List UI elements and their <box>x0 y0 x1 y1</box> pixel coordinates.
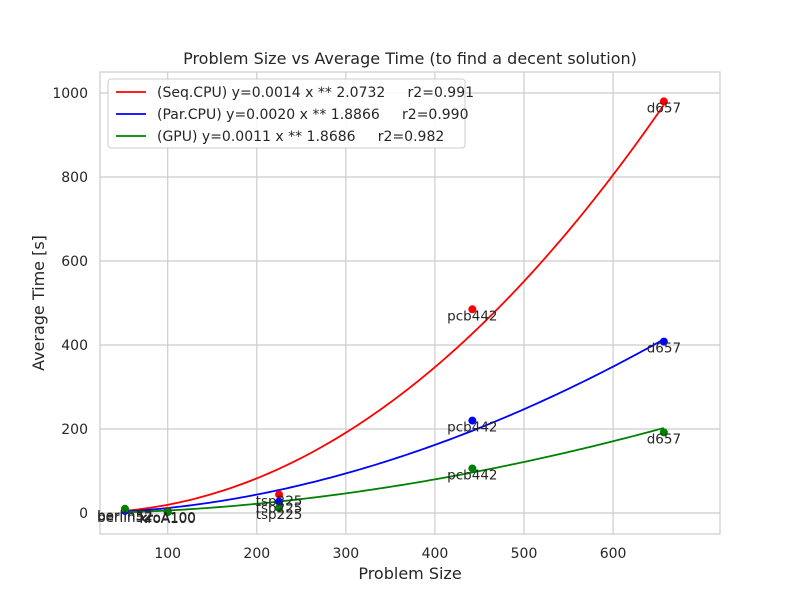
point-label: berlin52 <box>97 509 153 525</box>
point-labels: berlin52kroA100tsp225pcb442d657berlin52k… <box>97 100 681 527</box>
data-point <box>659 428 668 437</box>
x-axis-label: Problem Size <box>358 564 461 583</box>
fit-curve-2 <box>124 427 665 514</box>
data-point <box>275 503 284 512</box>
x-tick-label: 100 <box>154 546 181 562</box>
point-label: berlin52 <box>97 508 153 524</box>
data-point <box>120 504 129 513</box>
data-point <box>659 97 668 106</box>
y-tick-label: 0 <box>79 506 88 522</box>
data-point <box>468 305 477 314</box>
legend: (Seq.CPU) y=0.0014 x ** 2.0732 r2=0.991 (… <box>107 78 474 149</box>
x-tick-label: 400 <box>422 546 449 562</box>
point-label: berlin52 <box>97 510 153 526</box>
x-tick-label: 600 <box>600 546 627 562</box>
point-label: pcb442 <box>447 467 497 483</box>
tick-labels: 100 200 300 400 500 600 0 200 400 600 800 1000 <box>52 86 626 562</box>
point-label: d657 <box>647 431 681 447</box>
data-point <box>275 497 284 506</box>
y-tick-label: 400 <box>61 338 88 354</box>
y-tick-label: 600 <box>61 254 88 270</box>
fit-curves <box>124 104 665 514</box>
point-label: tsp225 <box>256 494 303 510</box>
data-point <box>163 508 172 517</box>
data-points <box>120 97 668 517</box>
legend-label-1: (Par.CPU) y=0.0020 x ** 1.8866 r2=0.990 <box>157 107 469 123</box>
legend-box <box>107 78 466 149</box>
x-tick-label: 500 <box>511 546 538 562</box>
point-label: tsp225 <box>256 501 303 517</box>
fit-curve-0 <box>124 104 665 512</box>
y-tick-label: 200 <box>61 422 88 438</box>
data-point <box>468 416 477 425</box>
y-axis-label: Average Time [s] <box>29 235 48 371</box>
data-point <box>468 464 477 473</box>
point-label: kroA100 <box>140 511 196 527</box>
point-label: pcb442 <box>447 420 497 436</box>
fit-curve-1 <box>124 338 665 513</box>
point-label: pcb442 <box>447 308 497 324</box>
legend-label-0: (Seq.CPU) y=0.0014 x ** 2.0732 r2=0.991 <box>157 85 474 101</box>
legend-label-2: (GPU) y=0.0011 x ** 1.8686 r2=0.982 <box>157 129 444 145</box>
data-point <box>659 337 668 346</box>
chart-title: Problem Size vs Average Time (to find a … <box>183 49 637 68</box>
plot-frame <box>99 71 721 535</box>
point-label: kroA100 <box>140 511 196 527</box>
data-point <box>275 490 284 499</box>
x-tick-label: 200 <box>243 546 270 562</box>
point-label: d657 <box>647 341 681 357</box>
y-tick-label: 800 <box>61 170 88 186</box>
point-label: kroA100 <box>140 510 196 526</box>
x-tick-label: 300 <box>332 546 359 562</box>
y-tick-label: 1000 <box>52 86 88 102</box>
point-label: tsp225 <box>256 507 303 523</box>
legend-items: (Seq.CPU) y=0.0014 x ** 2.0732 r2=0.991 (… <box>116 85 474 145</box>
point-label: d657 <box>647 100 681 116</box>
